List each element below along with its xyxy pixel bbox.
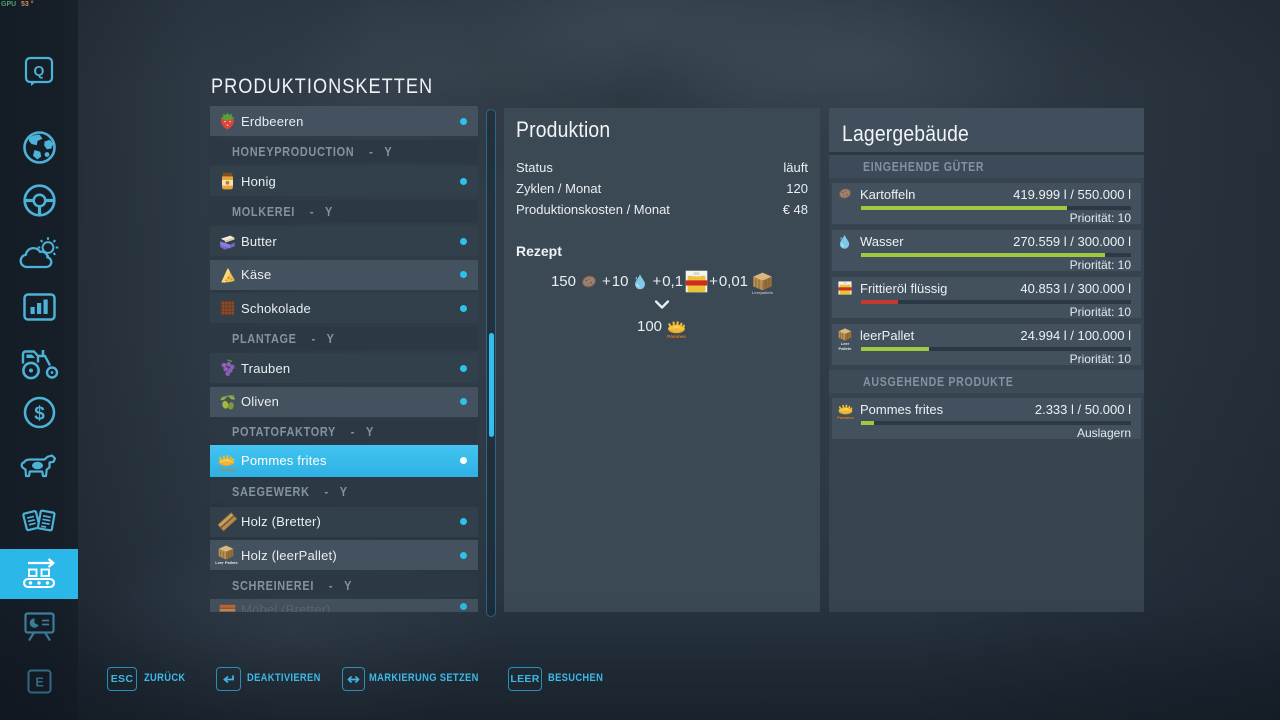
svg-text:E: E bbox=[35, 676, 43, 690]
svg-text:Q: Q bbox=[34, 63, 45, 79]
svg-text:$: $ bbox=[34, 404, 45, 425]
